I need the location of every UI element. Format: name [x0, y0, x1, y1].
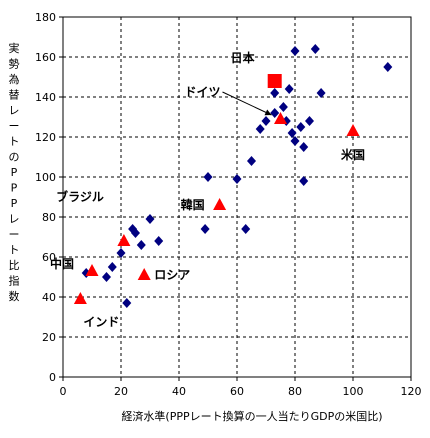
diamond-point	[310, 44, 320, 54]
triangle-point	[85, 264, 99, 276]
x-axis: 0 20 40 60 80 100 120	[60, 377, 422, 398]
diamond-point	[270, 88, 280, 98]
diamond-point	[270, 108, 280, 118]
triangle-point	[346, 124, 360, 136]
x-tick-label: 60	[230, 385, 244, 398]
y-axis-label-char: 為	[9, 72, 20, 86]
y-axis-label-char: 替	[9, 88, 20, 102]
x-tick-label: 120	[401, 385, 422, 398]
y-axis-label-char: 実	[9, 41, 20, 55]
diamond-point	[247, 156, 256, 166]
diamond-point	[122, 298, 132, 308]
arrow-head	[264, 109, 272, 116]
diamond-point	[305, 116, 314, 126]
y-axis-label-char: ト	[9, 244, 20, 257]
y-axis-label-char: 指	[9, 274, 20, 288]
point-label: インド	[83, 315, 119, 329]
y-tick-label: 120	[35, 131, 56, 144]
diamond-point	[296, 122, 306, 132]
y-axis-label-char: P	[11, 197, 18, 210]
diamond-point	[116, 248, 126, 258]
y-axis-label-char: 比	[9, 259, 20, 272]
x-tick-label: 0	[60, 385, 67, 398]
y-axis-label-char: レ	[9, 104, 20, 117]
x-tick-label: 40	[172, 385, 186, 398]
x-tick-label: 80	[288, 385, 302, 398]
y-axis-label-char: ー	[9, 120, 20, 133]
y-axis-label-char: P	[11, 166, 18, 179]
diamond-point	[136, 240, 146, 250]
y-tick-label: 60	[42, 251, 56, 264]
point-label: 米国	[341, 147, 365, 162]
y-tick-label: 180	[35, 11, 56, 24]
diamond-point	[200, 224, 210, 234]
point-label: ロシア	[154, 268, 190, 282]
diamond-point	[290, 46, 300, 56]
diamond-point	[232, 174, 242, 184]
triangle-point	[274, 112, 287, 124]
y-axis: 0 20 40 60 80 100 120 140 160 180	[35, 11, 63, 384]
diamond-point	[203, 172, 213, 182]
diamond-point	[102, 272, 111, 282]
y-tick-label: 160	[35, 51, 56, 64]
triangle-point	[73, 292, 87, 304]
y-tick-label: 0	[49, 371, 56, 384]
diamond-point	[278, 102, 288, 112]
y-tick-label: 20	[42, 331, 56, 344]
triangle-point	[137, 268, 151, 280]
data-points	[73, 44, 393, 308]
y-axis-label-char: 数	[9, 290, 20, 303]
diamond-point	[145, 214, 155, 224]
y-axis-label-char: 勢	[9, 57, 20, 71]
y-tick-label: 40	[42, 291, 56, 304]
diamond-point	[290, 136, 300, 146]
diamond-point	[255, 124, 265, 134]
square-point	[267, 74, 282, 88]
diamond-point	[316, 88, 326, 98]
y-axis-label-char: P	[11, 182, 18, 195]
y-axis-label-char: レ	[9, 213, 20, 226]
point-label: ブラジル	[56, 189, 104, 204]
diamond-point	[261, 116, 271, 126]
arrow-line	[222, 91, 272, 116]
point-label: 中国	[50, 256, 74, 271]
diamond-point	[284, 84, 294, 94]
diamond-point	[107, 262, 117, 272]
y-axis-label-char: ー	[9, 228, 20, 241]
diamond-point	[241, 224, 251, 234]
x-tick-label: 100	[343, 385, 364, 398]
x-tick-label: 20	[114, 385, 128, 398]
y-axis-label-char: ト	[9, 135, 20, 148]
y-tick-label: 140	[35, 91, 56, 104]
point-label: ドイツ	[184, 85, 220, 99]
diamond-point	[299, 142, 309, 152]
y-axis-label-char: の	[9, 151, 20, 164]
point-label: 韓国	[181, 197, 205, 212]
diamond-point	[383, 62, 393, 72]
grid-lines	[63, 17, 411, 377]
y-tick-label: 80	[42, 211, 56, 224]
y-tick-label: 100	[35, 171, 56, 184]
diamond-point	[287, 128, 297, 138]
diamond-point	[131, 228, 140, 238]
point-label: 日本	[231, 50, 255, 65]
triangle-point	[213, 198, 227, 210]
diamond-point	[299, 176, 309, 186]
triangle-point	[117, 234, 131, 246]
diamond-point	[154, 236, 164, 246]
x-axis-label: 経済水準(PPPレート換算の一人当たりGDPの米国比)	[121, 409, 382, 423]
